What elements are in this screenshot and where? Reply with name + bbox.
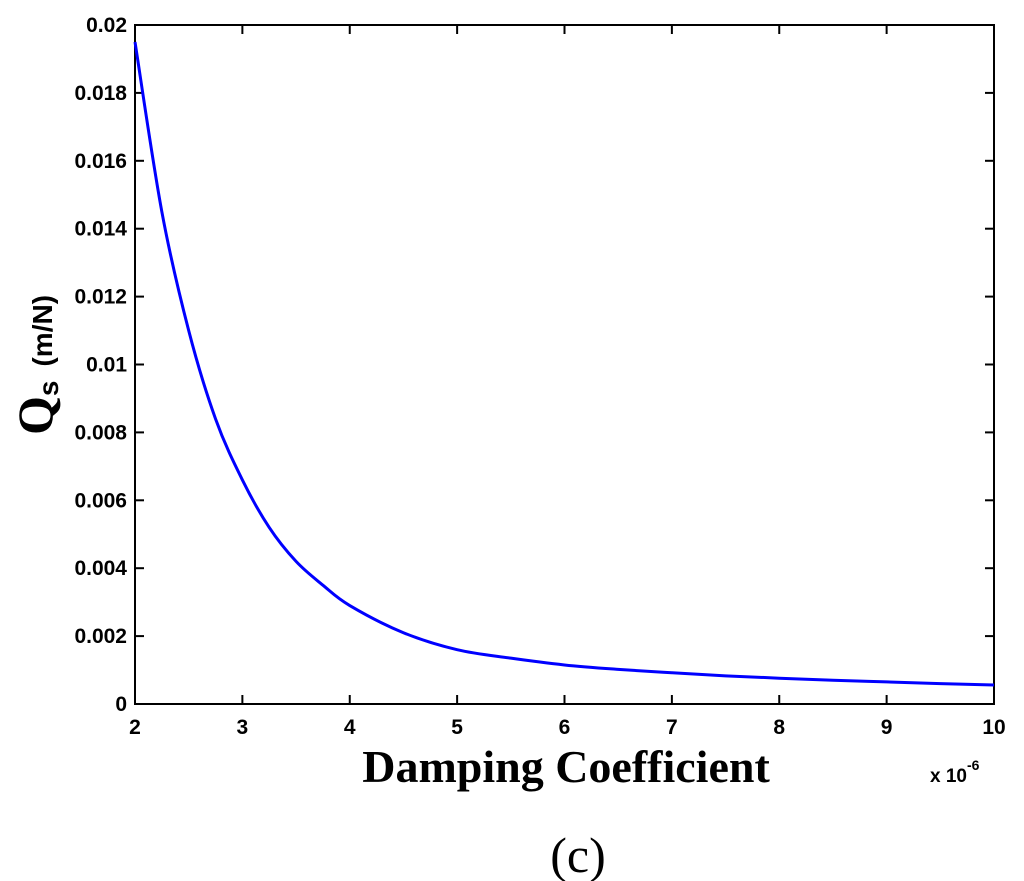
x-multiplier: x 10-6 <box>930 757 980 787</box>
y-tick-label: 0.01 <box>86 354 127 377</box>
y-tick-label: 0.012 <box>74 286 127 309</box>
x-axis-label: Damping Coefficient <box>362 741 770 792</box>
y-tick-label: 0.008 <box>74 421 127 444</box>
y-tick-label: 0.004 <box>74 557 127 580</box>
x-tick-label: 4 <box>344 716 356 739</box>
series-line <box>133 41 995 687</box>
y-tick-label: 0.002 <box>74 625 127 648</box>
y-tick-label: 0.014 <box>74 218 127 241</box>
x-tick-label: 9 <box>881 716 893 739</box>
y-axis-label: Qs(m/N) <box>7 295 64 435</box>
y-tick-label: 0.02 <box>86 14 127 37</box>
x-tick-label: 10 <box>982 716 1005 739</box>
x-tick-label: 3 <box>237 716 249 739</box>
panel-label: (c) <box>550 827 606 881</box>
y-tick-label: 0.016 <box>74 150 127 173</box>
y-tick-label: 0.006 <box>74 489 127 512</box>
x-tick-label: 8 <box>773 716 785 739</box>
x-tick-label: 6 <box>559 716 571 739</box>
y-tick-label: 0.018 <box>74 82 127 105</box>
x-tick-label: 7 <box>666 716 678 739</box>
x-tick-label: 5 <box>451 716 463 739</box>
axis-ticks <box>134 24 995 705</box>
x-tick-label: 2 <box>129 716 141 739</box>
axis-tick-labels: 2 3 4 5 6 7 8 9 10 0 0.002 0.004 0.006 0.008 0.01 0.012… <box>74 14 1005 739</box>
svg-text:Qs(m/N): Qs(m/N) <box>7 295 64 435</box>
y-tick-label: 0 <box>115 693 127 716</box>
plot-frame <box>134 24 995 705</box>
